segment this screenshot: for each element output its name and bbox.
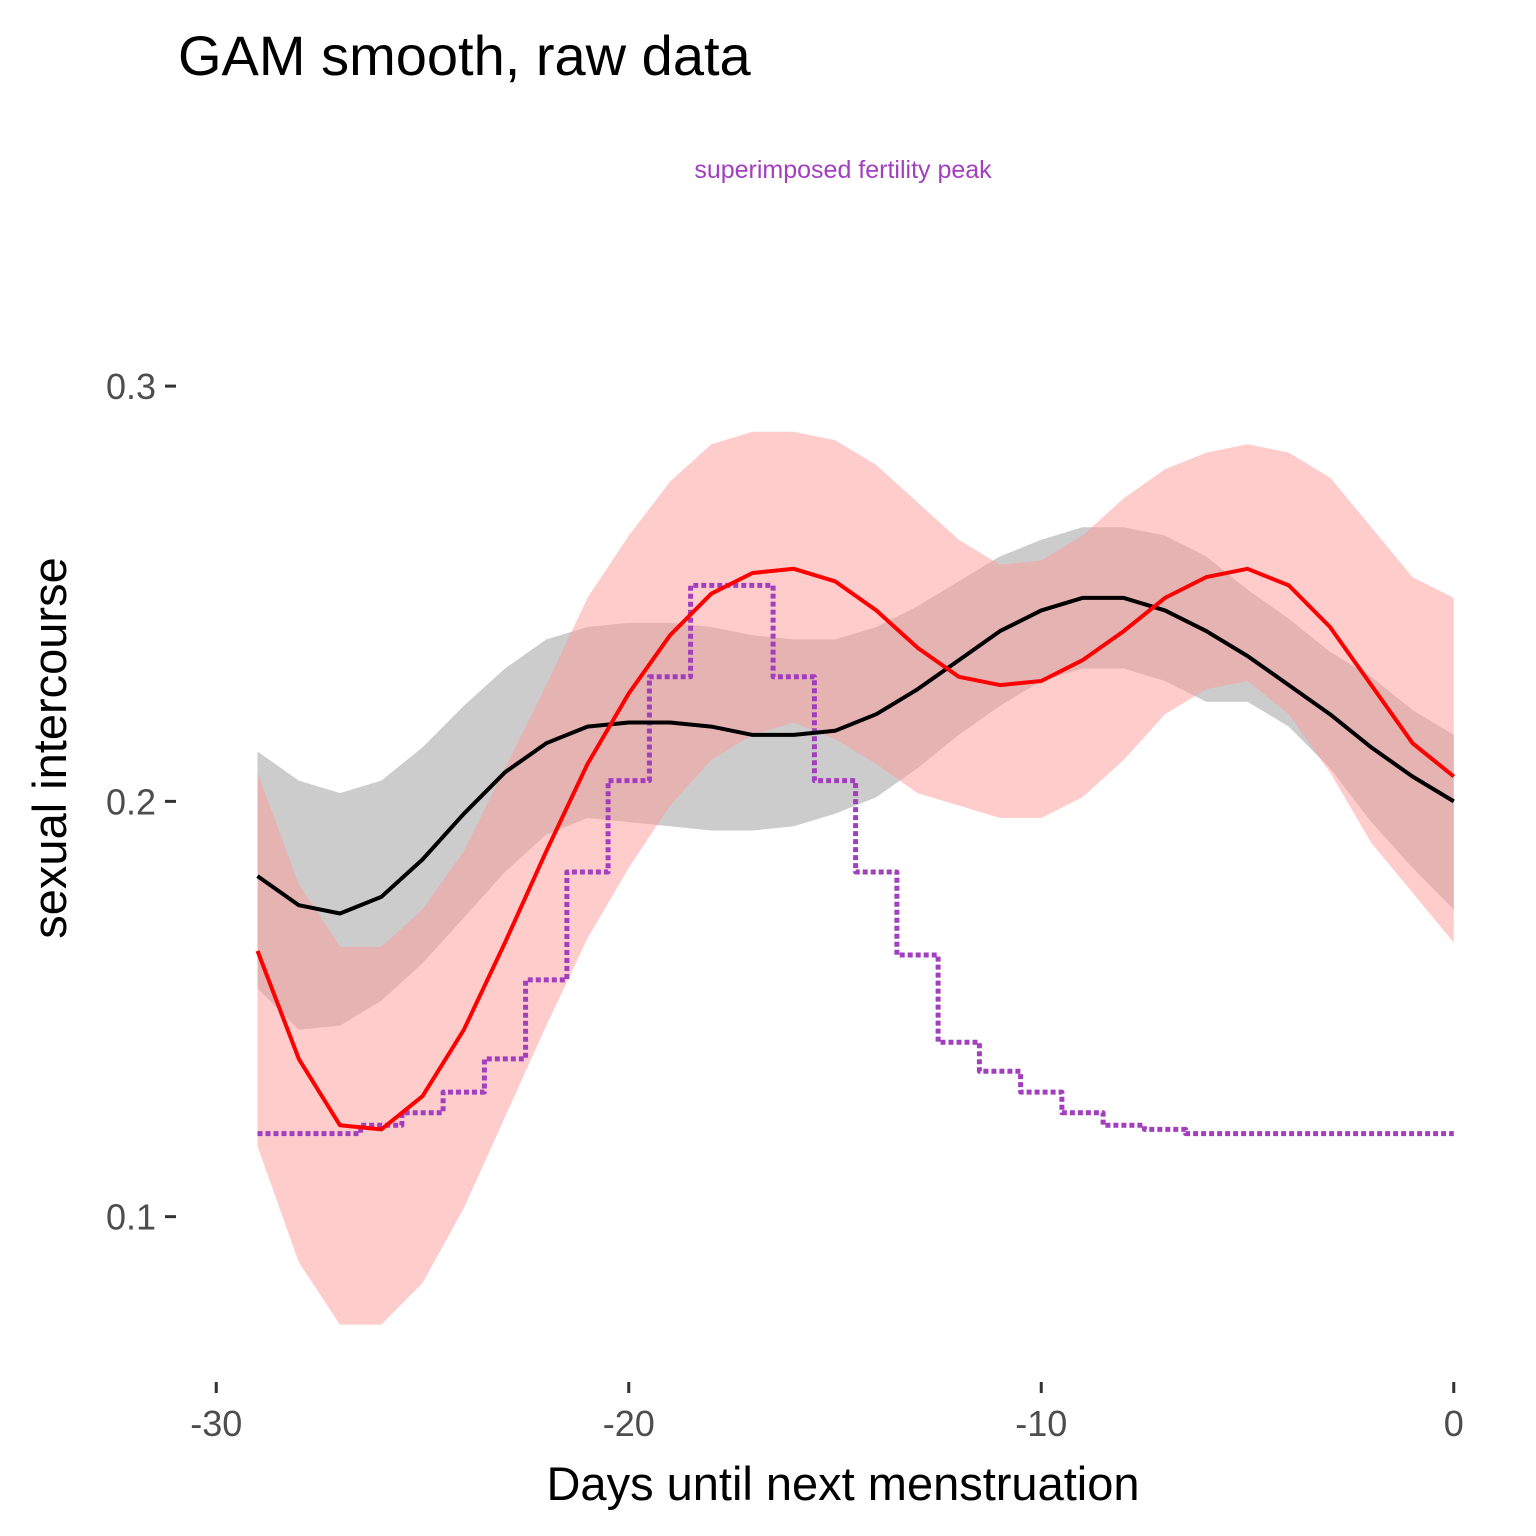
y-tick-label: 0.2 (106, 781, 156, 822)
x-axis: -30 -20 -10 0 (190, 1382, 1464, 1444)
x-tick-label: -10 (1015, 1403, 1067, 1444)
chart-title: GAM smooth, raw data (178, 24, 752, 87)
x-tick-label: 0 (1444, 1403, 1464, 1444)
y-axis-title: sexual intercourse (23, 557, 76, 938)
x-tick-label: -30 (190, 1403, 242, 1444)
series-1-confidence-band (257, 431, 1454, 1325)
y-axis: 0.1 0.2 0.3 (106, 366, 176, 1238)
fertility-peak-annotation: superimposed fertility peak (694, 156, 992, 184)
y-tick-label: 0.1 (106, 1197, 156, 1238)
x-axis-title: Days until next menstruation (546, 1457, 1139, 1510)
confidence-bands (257, 431, 1454, 1325)
series-0-line (256, 595, 1455, 916)
series-1-line (255, 566, 1456, 1132)
y-tick-label: 0.3 (106, 366, 156, 407)
x-tick-label: -20 (603, 1403, 655, 1444)
series-2-line (257, 582, 1454, 1137)
series-lines (255, 566, 1456, 1137)
